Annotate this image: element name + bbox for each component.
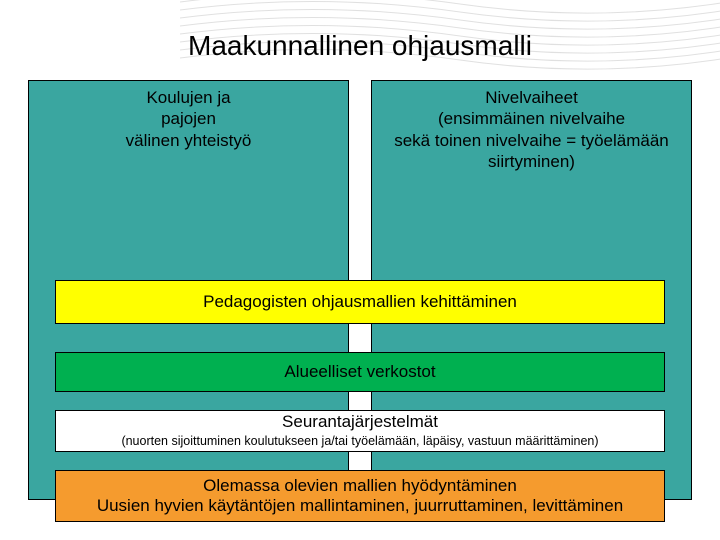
band-tracking: Seurantajärjestelmät(nuorten sijoittumin…: [55, 410, 665, 452]
band-networks: Alueelliset verkostot: [55, 352, 665, 392]
band-existing-title: Olemassa olevien mallien hyödyntäminenUu…: [85, 474, 635, 519]
band-existing: Olemassa olevien mallien hyödyntäminenUu…: [55, 470, 665, 522]
band-networks-title: Alueelliset verkostot: [272, 360, 447, 384]
page-title: Maakunnallinen ohjausmalli: [28, 30, 692, 62]
pillar-right-header: Nivelvaiheet(ensimmäinen nivelvaihesekä …: [372, 87, 691, 172]
pillar-left-header: Koulujen japajojenvälinen yhteistyö: [29, 87, 348, 151]
slide: Maakunnallinen ohjausmalli Koulujen japa…: [0, 0, 720, 516]
band-tracking-subtitle: (nuorten sijoittuminen koulutukseen ja/t…: [109, 434, 610, 452]
band-tracking-title: Seurantajärjestelmät: [270, 410, 450, 434]
band-pedagogy: Pedagogisten ohjausmallien kehittäminen: [55, 280, 665, 324]
band-pedagogy-title: Pedagogisten ohjausmallien kehittäminen: [191, 290, 529, 314]
